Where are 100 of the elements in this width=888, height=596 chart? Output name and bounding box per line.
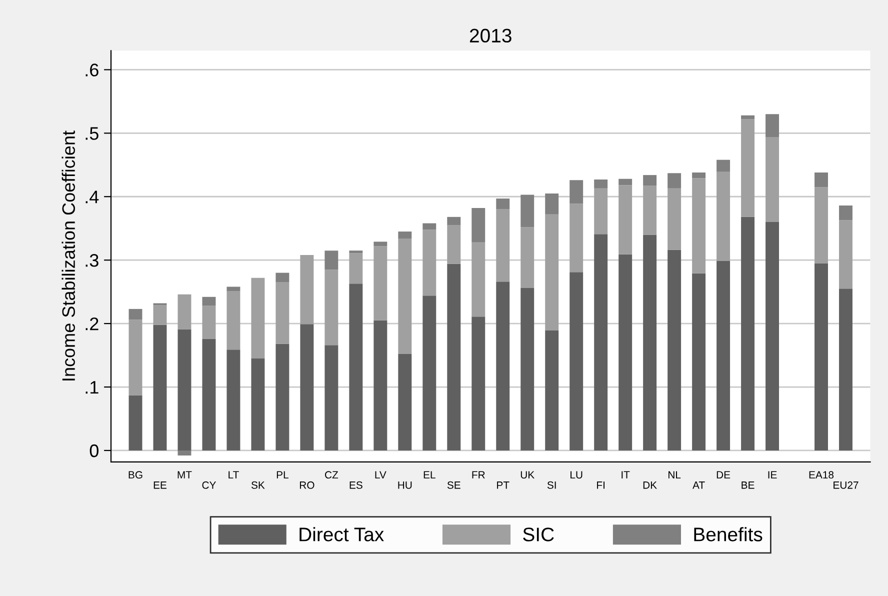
x-tick-label: LT — [228, 471, 239, 478]
x-tick-label: LV — [375, 471, 386, 478]
bar — [202, 338, 216, 450]
bar — [692, 172, 706, 178]
bar — [251, 278, 265, 358]
bar — [128, 320, 142, 396]
bar — [202, 306, 216, 339]
legend-label: Benefits — [694, 527, 762, 542]
y-tick-label: .5 — [86, 127, 98, 140]
bar — [324, 345, 338, 450]
x-tick-label: HU — [398, 482, 412, 489]
x-tick-label: DE — [716, 471, 730, 478]
bar — [178, 329, 192, 450]
bar — [496, 198, 510, 210]
x-tick-label: AT — [692, 482, 705, 489]
bar — [570, 204, 584, 272]
bar — [398, 354, 412, 450]
bar — [128, 395, 142, 450]
bar — [594, 234, 608, 450]
bar — [153, 305, 167, 325]
bar — [276, 344, 290, 450]
bar — [692, 273, 706, 450]
bar — [374, 242, 388, 246]
bar — [472, 208, 486, 242]
chart-title: 2013 — [470, 28, 512, 43]
bar — [594, 179, 608, 188]
x-tick-label: RO — [300, 481, 314, 489]
bar — [324, 270, 338, 346]
x-tick-label: EA18 — [809, 471, 834, 479]
bar — [276, 272, 290, 282]
x-tick-label: SI — [547, 481, 556, 489]
x-tick-label: BE — [742, 482, 754, 489]
x-tick-label: LU — [570, 471, 582, 479]
bar — [374, 320, 388, 450]
bar — [545, 214, 559, 331]
bar — [300, 324, 314, 450]
bar — [839, 288, 852, 450]
bar — [520, 288, 534, 450]
x-tick-label: PT — [497, 482, 510, 489]
legend-label: Direct Tax — [300, 527, 384, 542]
bar — [226, 291, 240, 350]
x-tick-label: CZ — [325, 471, 338, 479]
bar — [618, 254, 632, 450]
bar — [276, 282, 290, 344]
bar — [716, 260, 730, 450]
bar — [741, 216, 755, 450]
x-tick-label: ES — [350, 481, 362, 489]
bar — [520, 227, 534, 288]
bar — [398, 238, 412, 354]
y-tick-label: .1 — [86, 381, 98, 394]
bar — [422, 296, 436, 450]
bar — [496, 282, 510, 450]
bar — [300, 255, 314, 324]
bar — [447, 264, 461, 450]
bar — [349, 284, 363, 450]
x-tick-label: UK — [520, 471, 534, 479]
bar — [422, 230, 436, 296]
y-tick-label: .4 — [86, 190, 99, 204]
bar — [668, 173, 682, 188]
bar — [545, 330, 559, 450]
bar — [472, 242, 486, 317]
y-tick-label: .2 — [86, 317, 98, 330]
bar — [692, 178, 706, 274]
y-tick-label: .6 — [86, 64, 98, 76]
bar — [741, 119, 755, 217]
bar — [668, 250, 682, 450]
y-axis-title: Income Stabilization Coefficient — [62, 130, 76, 380]
x-tick-label: EL — [424, 471, 436, 478]
x-tick-label: EU27 — [834, 481, 858, 489]
bar — [545, 193, 559, 214]
x-tick-label: IT — [622, 471, 630, 478]
bar — [668, 188, 682, 250]
bar — [202, 296, 216, 306]
x-tick-label: FR — [472, 471, 485, 478]
bar — [741, 115, 755, 120]
x-tick-label: EE — [154, 482, 166, 489]
bar — [472, 316, 486, 450]
x-tick-label: BG — [128, 471, 142, 479]
bar — [178, 294, 192, 330]
bar — [814, 263, 828, 450]
bar — [618, 185, 632, 254]
bar — [496, 209, 510, 282]
bar — [618, 178, 632, 186]
bar — [374, 246, 388, 320]
y-tick-label: 0 — [90, 444, 98, 458]
x-tick-label: CY — [202, 481, 216, 489]
bar — [520, 194, 534, 228]
bar — [814, 187, 828, 264]
bar — [153, 324, 167, 450]
bar — [398, 232, 412, 239]
bar — [251, 358, 265, 450]
bar — [349, 250, 363, 254]
bar — [178, 450, 192, 456]
x-tick-label: DK — [643, 482, 657, 489]
bar — [447, 225, 461, 264]
bar — [226, 350, 240, 450]
bar — [716, 172, 730, 261]
x-tick-label: SE — [447, 481, 460, 489]
bar — [839, 220, 852, 289]
bar — [643, 234, 657, 450]
